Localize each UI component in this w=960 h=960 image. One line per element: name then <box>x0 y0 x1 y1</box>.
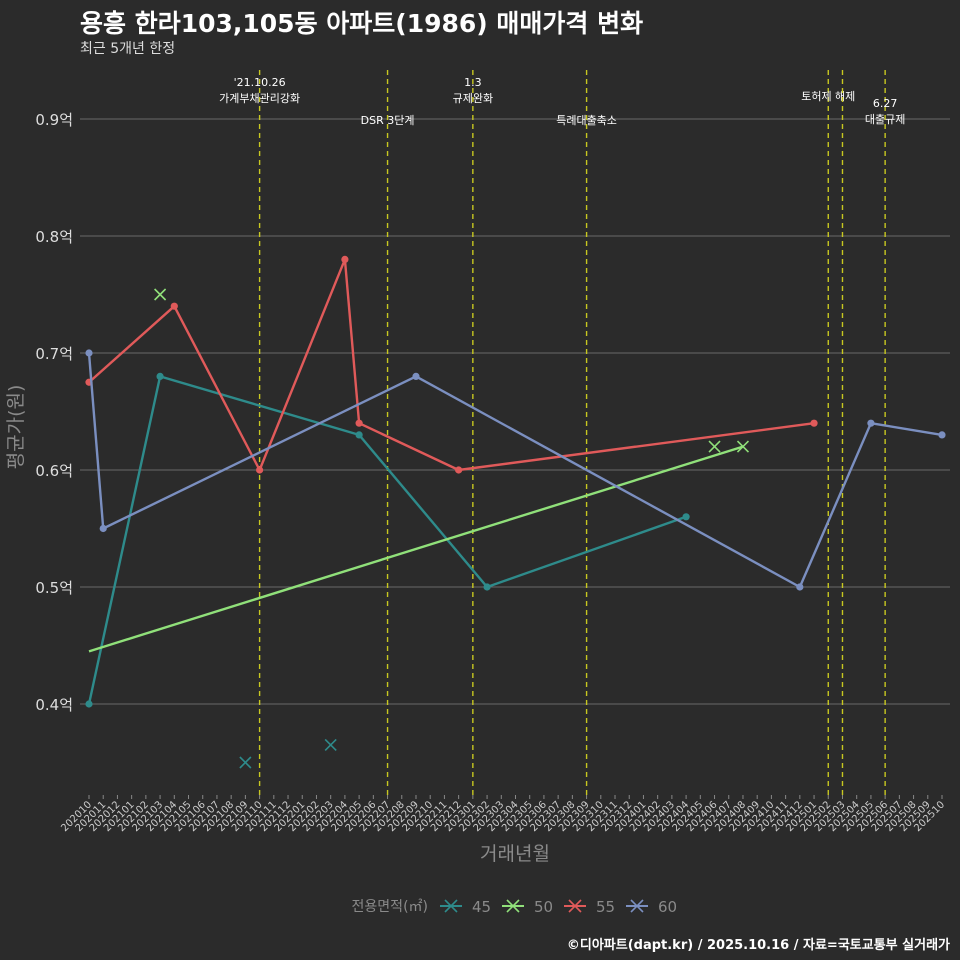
series-line-50 <box>88 445 744 653</box>
legend-item-60: 60 <box>626 898 677 916</box>
event-label: DSR 3단계 <box>361 114 415 127</box>
y-tick-label: 0.9억 <box>35 111 73 129</box>
event-label: 토허제 해제 <box>801 89 855 103</box>
legend-label: 60 <box>658 898 677 916</box>
cross-marker <box>239 756 252 769</box>
legend-item-50: 50 <box>502 898 553 916</box>
y-tick-label: 0.8억 <box>35 228 73 246</box>
cross-stroke <box>324 738 337 752</box>
y-tick-label: 0.6억 <box>35 462 73 480</box>
series-60 <box>85 349 946 591</box>
data-point <box>85 349 93 357</box>
data-point <box>355 419 363 427</box>
cross-stroke <box>736 440 750 453</box>
data-point <box>796 583 804 591</box>
legend-swatch-cross <box>506 899 520 913</box>
y-tick-label: 0.7억 <box>35 345 73 363</box>
cross-marker <box>708 440 721 453</box>
data-point <box>682 513 690 521</box>
data-point <box>355 431 363 439</box>
legend-title: 전용면적(㎡) <box>352 899 428 915</box>
data-point <box>938 431 946 439</box>
legend-swatch-cross <box>444 899 458 913</box>
y-axis-title: 평균가(원) <box>5 385 27 470</box>
chart-subtitle: 최근 5개년 한정 <box>80 41 176 57</box>
source-credit: ©디아파트(dapt.kr) / 2025.10.16 / 자료=국토교통부 실… <box>566 938 950 953</box>
data-point <box>85 700 93 708</box>
event-label: 특례대출축소 <box>556 114 617 127</box>
series-55 <box>85 255 818 474</box>
series-line-60 <box>87 352 943 589</box>
series-45 <box>85 372 690 769</box>
data-point <box>483 583 491 591</box>
legend-label: 55 <box>596 898 615 916</box>
y-tick-label: 0.4억 <box>35 696 73 714</box>
data-point <box>256 466 264 474</box>
cross-marker <box>154 288 167 301</box>
series-line-55 <box>88 258 815 472</box>
x-axis-title: 거래년월 <box>480 843 550 865</box>
cross-stroke <box>154 288 167 301</box>
event-label: '21.10.26 <box>234 76 286 89</box>
data-point <box>170 302 178 310</box>
legend-swatch-cross <box>568 899 582 913</box>
data-point <box>156 372 164 380</box>
legend-swatch-cross <box>630 899 644 913</box>
data-point <box>99 524 107 533</box>
series-50 <box>88 288 750 653</box>
chart-title: 용흥 한라103,105동 아파트(1986) 매매가격 변화 <box>80 9 644 38</box>
cross-marker <box>736 440 750 453</box>
data-point <box>412 372 420 380</box>
y-tick-label: 0.5억 <box>35 579 73 597</box>
data-point <box>455 466 463 474</box>
legend-item-55: 55 <box>564 898 615 916</box>
legend-label: 45 <box>472 898 491 916</box>
event-label: 1.3 <box>464 76 482 89</box>
event-label: 가계부채관리강화 <box>219 92 300 105</box>
event-label: 대출규제 <box>865 113 905 126</box>
data-point <box>341 255 349 263</box>
legend-item-45: 45 <box>440 898 491 916</box>
event-label: 6.27 <box>873 97 898 110</box>
event-label: 규제완화 <box>453 92 493 105</box>
cross-marker <box>324 738 337 752</box>
data-point <box>810 419 818 427</box>
data-point <box>867 419 875 427</box>
legend-label: 50 <box>534 898 553 916</box>
cross-stroke <box>239 756 252 769</box>
cross-stroke <box>708 440 721 453</box>
